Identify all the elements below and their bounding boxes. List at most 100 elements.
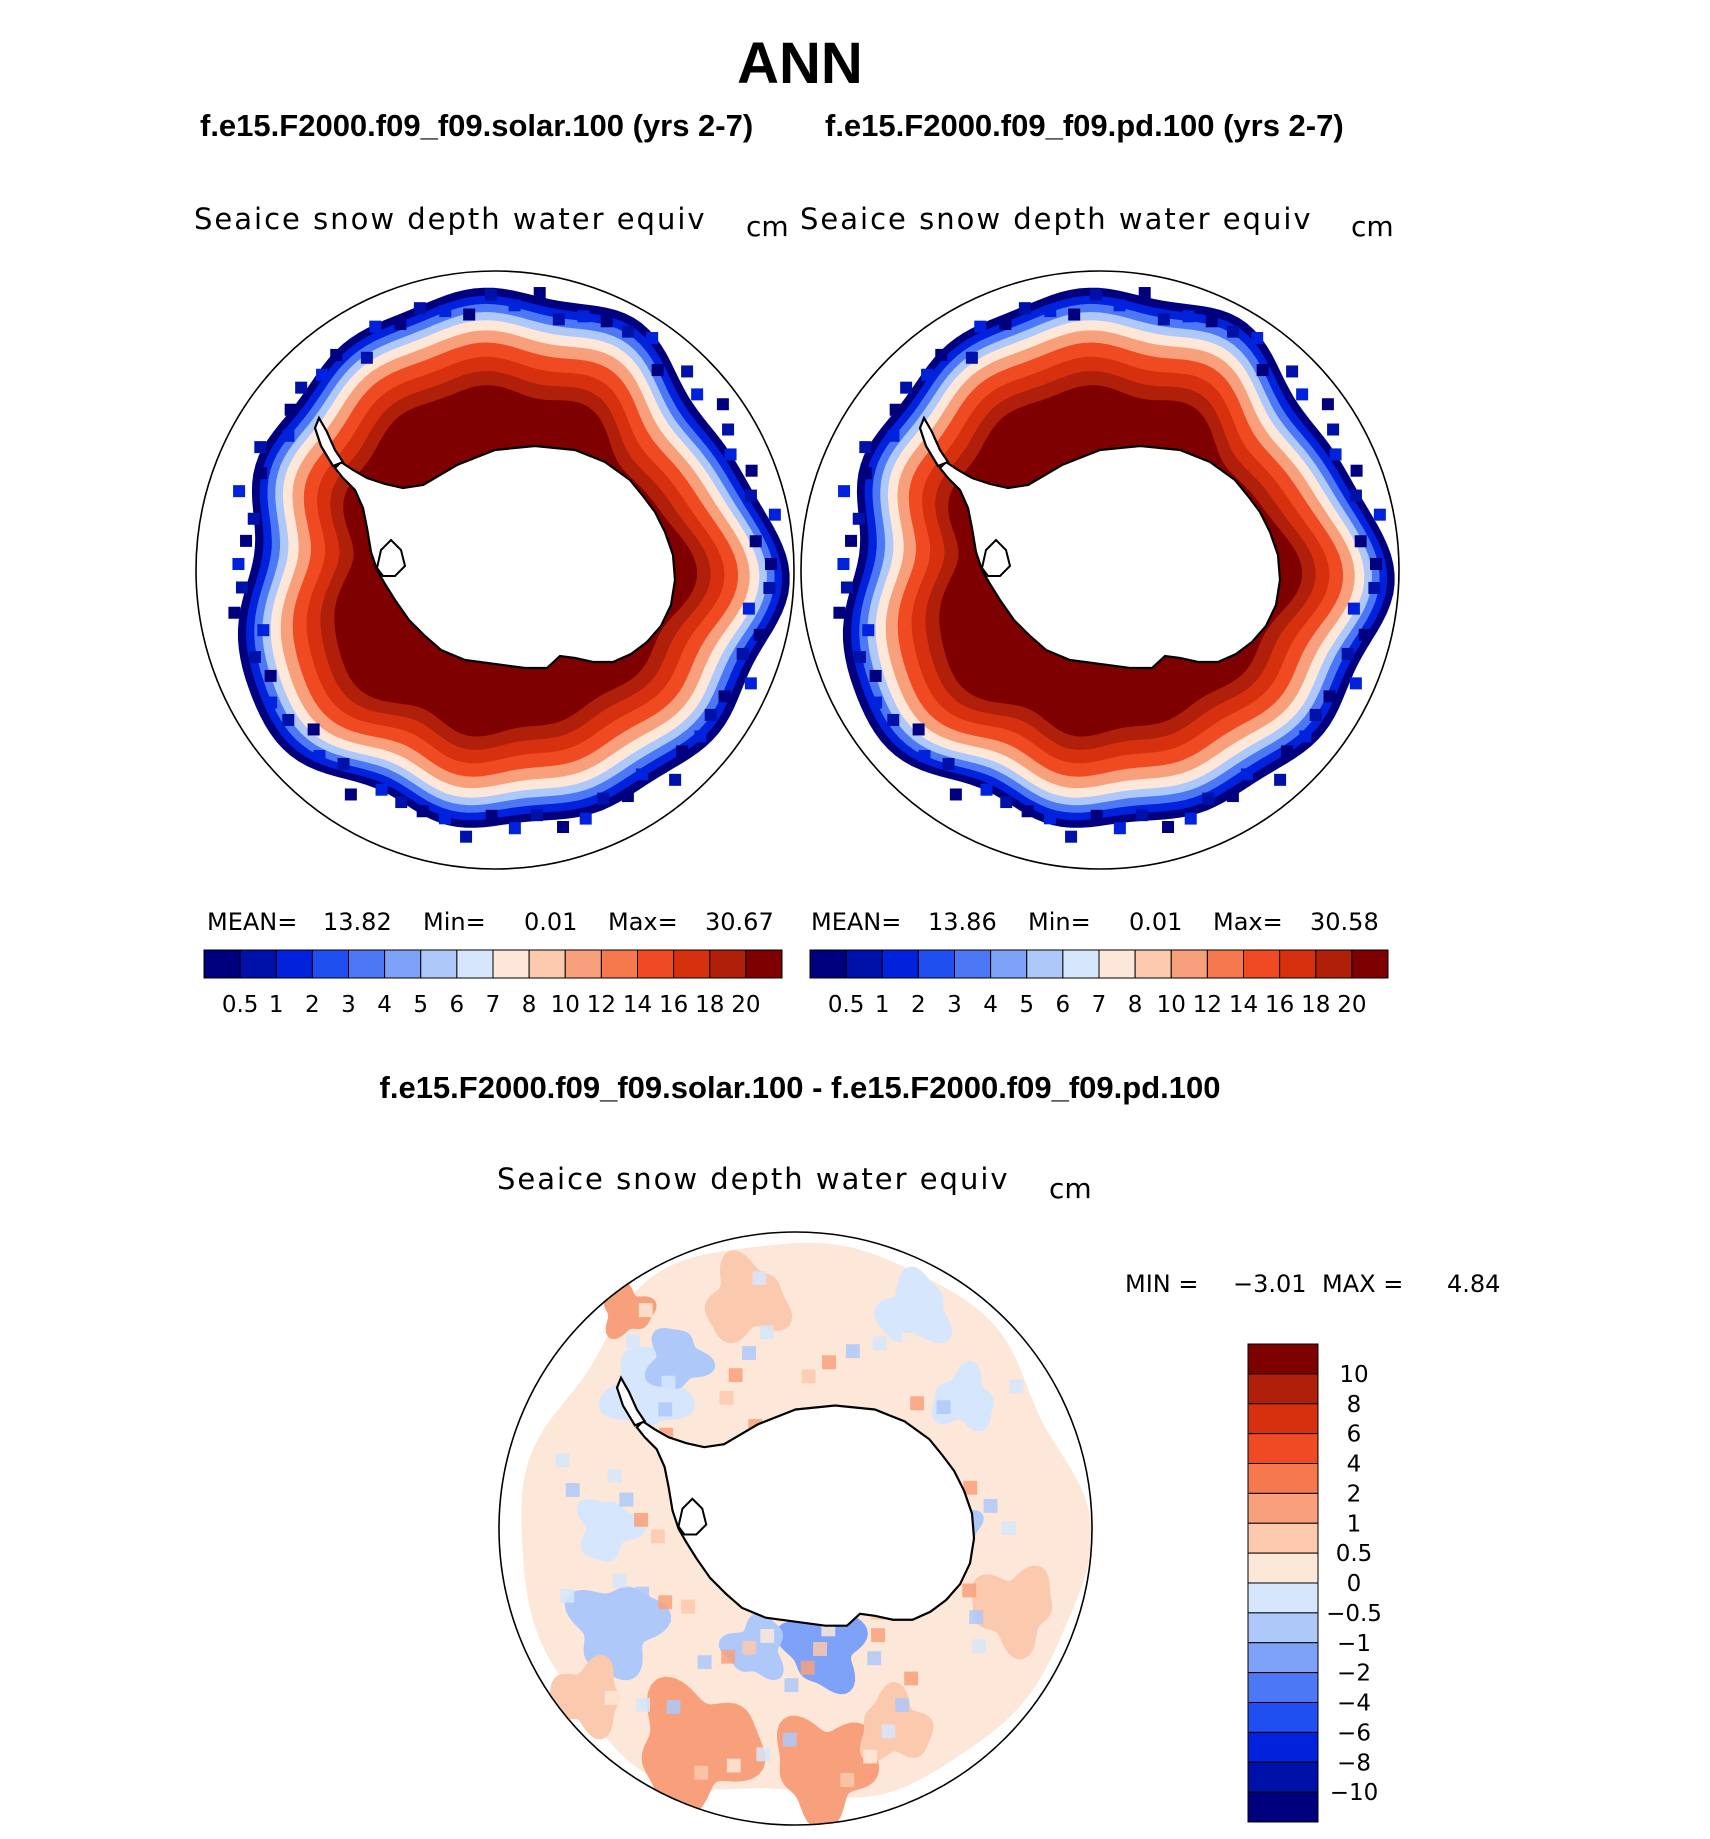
edge-cell (1240, 768, 1253, 781)
diff-cell (742, 1346, 757, 1361)
left-mean-value: 13.82 (323, 908, 392, 936)
diff-cell (1009, 1379, 1024, 1394)
difference-colorbar: 10 8 6 4 2 1 0.5 0 −0.5 −1 −2 −4 −6 −8 −10 (1247, 1343, 1382, 1823)
diff-cell (584, 1607, 599, 1622)
ice-shelf-outline (375, 538, 407, 577)
colorbar-swatch (673, 949, 711, 979)
colorbar-tick-label: 14 (1229, 992, 1258, 1018)
edge-cell (724, 448, 737, 461)
colorbar-swatch (881, 949, 919, 979)
diff-cell (910, 1396, 925, 1411)
colorbar-tick-label: 4 (377, 992, 392, 1018)
edge-cell (889, 403, 902, 416)
edge-cell (1286, 365, 1299, 378)
diff-cell (638, 1303, 653, 1318)
colorbar-tick-label: 7 (486, 992, 501, 1018)
diff-cell (634, 1512, 648, 1527)
diff-cell (703, 1600, 717, 1614)
diff-cell (565, 1483, 580, 1497)
colorbar-swatch (1062, 949, 1100, 979)
colorbar-swatch (1247, 1492, 1319, 1524)
antarctica-coastline (333, 444, 677, 670)
edge-cell (900, 381, 913, 394)
edge-cell (853, 651, 866, 664)
right-min-value: 0.01 (1129, 908, 1183, 936)
colorbar-tick-label: −8 (1337, 1750, 1371, 1776)
edge-cell (691, 388, 704, 401)
edge-cell (965, 351, 978, 364)
edge-cell (1327, 423, 1340, 436)
edge-cell (742, 602, 755, 615)
diff-cell (840, 1773, 855, 1788)
right-min-label: Min= (1028, 908, 1091, 936)
map-boundary (195, 270, 795, 870)
edge-cell (745, 464, 758, 477)
colorbar-swatch (1315, 949, 1353, 979)
right-units-label: cm (1351, 210, 1394, 243)
diff-cell (636, 1697, 651, 1712)
colorbar-swatch (564, 949, 602, 979)
edge-cell (1341, 647, 1354, 660)
colorbar-tick-label: −10 (1330, 1780, 1379, 1806)
diff-patch (859, 1681, 934, 1762)
colorbar-swatch (990, 949, 1028, 979)
edge-cell (1113, 299, 1126, 312)
edge-cell (1157, 313, 1170, 326)
diff-cell (752, 1271, 767, 1286)
edge-cell (577, 310, 590, 323)
edge-cell (1323, 690, 1336, 703)
colorbar-tick-label: −4 (1337, 1691, 1371, 1717)
edge-cell (744, 489, 757, 502)
left-units-label: cm (746, 210, 789, 243)
edge-cell (313, 749, 326, 762)
diff-cell (555, 1453, 570, 1468)
edge-cell (330, 348, 343, 361)
diff-cell (537, 1565, 552, 1580)
edge-cell (1349, 677, 1362, 690)
edge-cell (240, 534, 253, 547)
diff-cell (573, 1678, 588, 1693)
edge-cell (508, 822, 521, 835)
edge-cell (394, 317, 407, 330)
edge-cell (1256, 364, 1269, 377)
diff-cell (782, 1732, 797, 1747)
colorbar-tick-label: 4 (1347, 1452, 1362, 1478)
edge-cell (557, 821, 570, 834)
diff-cell (936, 1400, 951, 1415)
edge-cell (257, 624, 270, 637)
edge-cell (722, 423, 735, 436)
season-title: ANN (737, 31, 863, 96)
colorbar-swatch (1247, 1552, 1319, 1584)
colorbar-tick-label: 8 (522, 992, 537, 1018)
edge-cell (1090, 809, 1103, 822)
edge-cell (845, 534, 858, 547)
edge-cell (344, 788, 357, 801)
edge-cell (980, 783, 993, 796)
edge-cell (999, 317, 1012, 330)
diff-cell (801, 1369, 816, 1384)
diff-cell (626, 1334, 640, 1349)
diff-cell (666, 1700, 681, 1714)
edge-cell (413, 302, 426, 315)
edge-cell (1018, 302, 1031, 315)
diff-cell (800, 1660, 815, 1675)
diff-cell (721, 1649, 736, 1664)
right-variable-label: Seaice snow depth water equiv (800, 202, 1313, 236)
colorbar-swatch (1243, 949, 1281, 979)
edge-cell (439, 305, 452, 318)
edge-cell (840, 581, 853, 594)
left-colorbar: 0.5 1 2 3 4 5 6 7 8 10 12 14 16 18 20 (203, 949, 783, 1018)
diff-min-label: MIN = (1125, 1270, 1199, 1298)
edge-cell (600, 315, 613, 328)
edge-cell (1251, 332, 1264, 345)
colorbar-tick-label: 8 (1128, 992, 1143, 1018)
edge-cell (1044, 305, 1057, 318)
diff-cell (863, 1749, 878, 1764)
edge-cell (1021, 805, 1034, 818)
diff-cell (901, 1332, 916, 1347)
colorbar-swatch (1247, 1463, 1319, 1494)
edge-cell (935, 348, 948, 361)
edge-cell (254, 441, 267, 454)
edge-cell (508, 299, 521, 312)
edge-cell (1202, 792, 1215, 805)
